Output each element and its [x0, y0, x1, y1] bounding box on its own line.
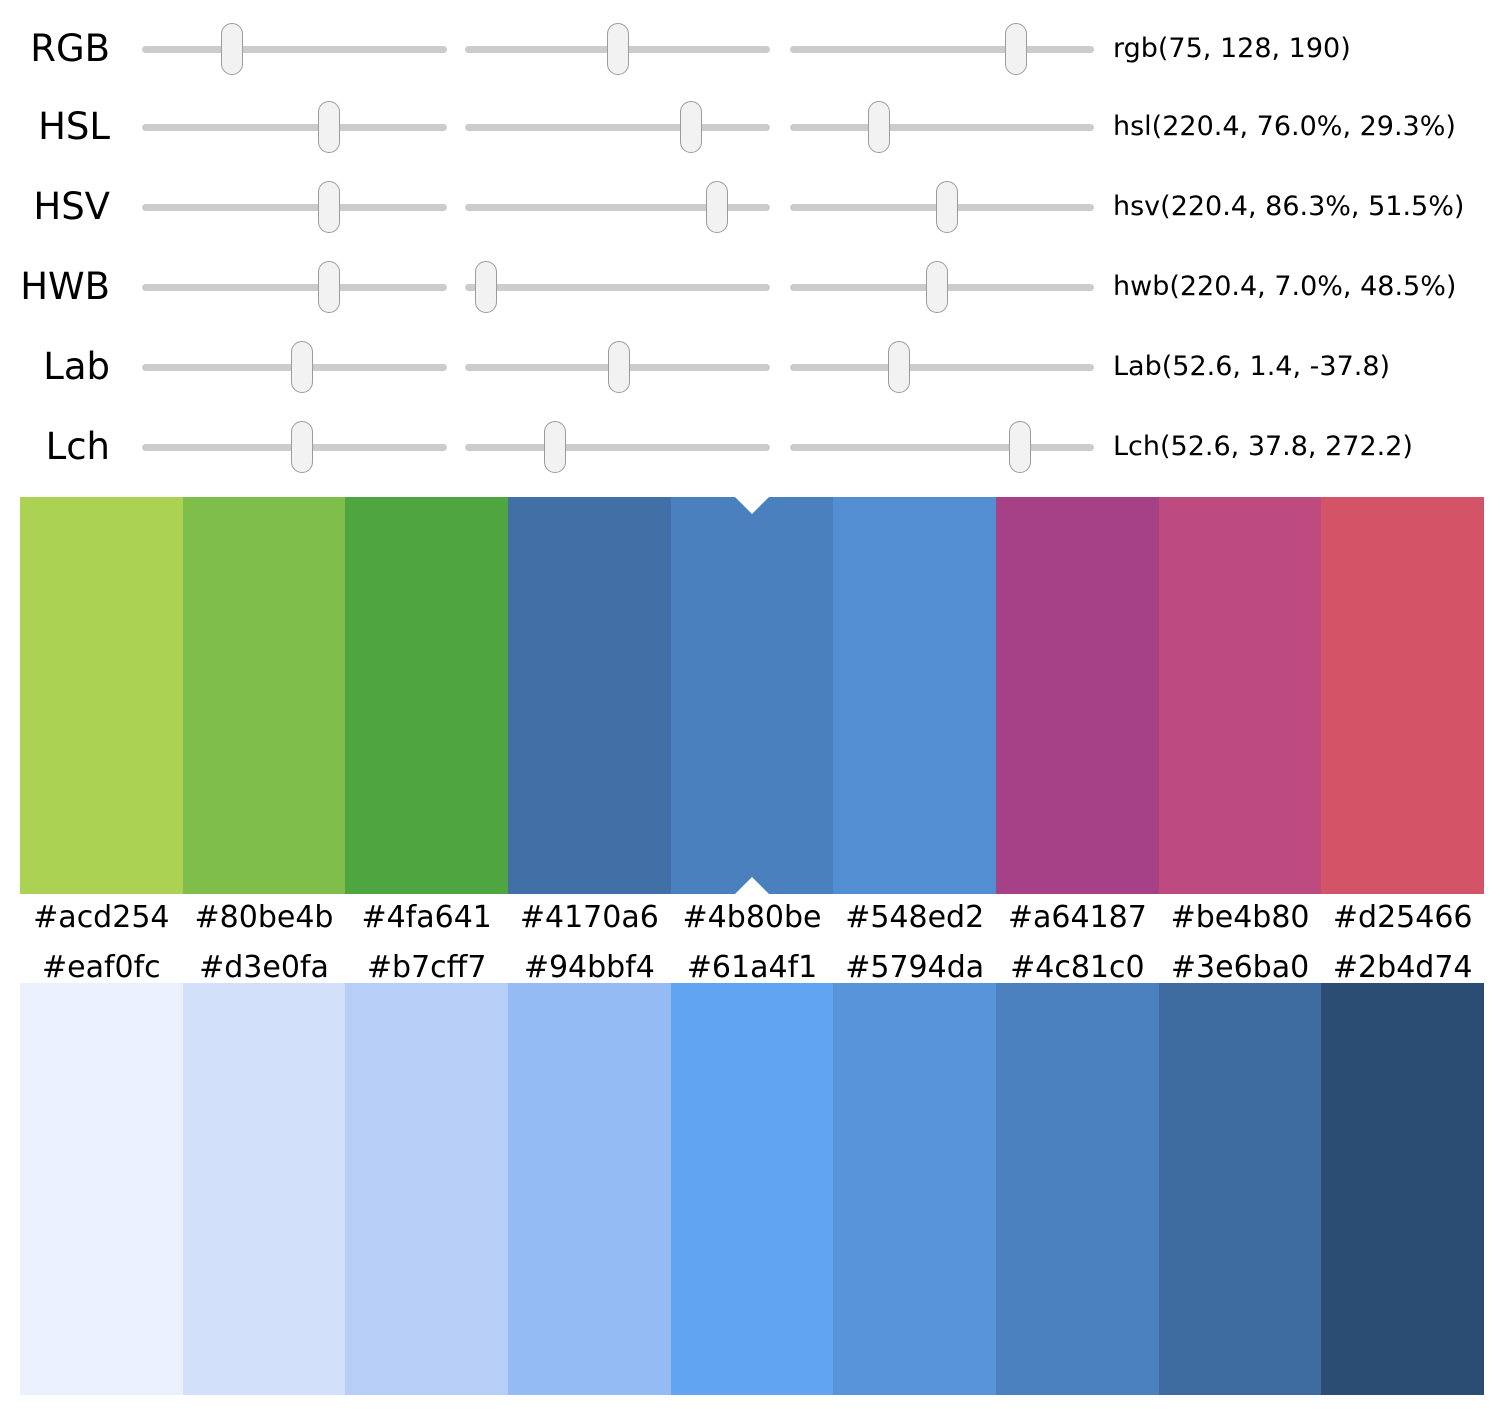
- slider-track-hsl-hue[interactable]: [142, 124, 447, 131]
- slider-track-lch-chroma[interactable]: [465, 444, 770, 451]
- slider-track-hsv-hue[interactable]: [142, 204, 447, 211]
- slider-handle-hwb-blackness[interactable]: [926, 261, 949, 313]
- hex-label: #4fa641: [361, 900, 492, 935]
- hex-labels-primary: #acd254 #80be4b #4fa641 #4170a6 #4b80be #548e…: [20, 900, 1484, 940]
- hex-labels-secondary: #eaf0fc #d3e0fa #b7cff7 #94bbf4 #61a4f1 #5794…: [20, 950, 1484, 990]
- hex-label: #5794da: [845, 950, 985, 985]
- slider-row-label-hsl: HSL: [38, 105, 110, 148]
- slider-track-hwb-whiteness[interactable]: [465, 284, 770, 291]
- slider-handle-hsl-saturation[interactable]: [679, 101, 702, 153]
- color-value-text-hsl: hsl(220.4, 76.0%, 29.3%): [1113, 111, 1456, 142]
- hex-label: #4170a6: [519, 900, 659, 935]
- slider-track-hsv-saturation[interactable]: [465, 204, 770, 211]
- slider-handle-hwb-whiteness[interactable]: [475, 261, 498, 313]
- slider-row-lab: Lab Lab(52.6, 1.4, -37.8): [0, 328, 1501, 406]
- slider-track-hwb-hue[interactable]: [142, 284, 447, 291]
- slider-track-hsl-saturation[interactable]: [465, 124, 770, 131]
- slider-handle-rgb-green[interactable]: [607, 23, 630, 75]
- color-value-text-hsv: hsv(220.4, 86.3%, 51.5%): [1113, 191, 1465, 222]
- slider-handle-lch-chroma[interactable]: [544, 421, 567, 473]
- hex-label: #b7cff7: [366, 950, 487, 985]
- slider-track-lab-b[interactable]: [790, 364, 1094, 371]
- slider-row-hsv: HSV hsv(220.4, 86.3%, 51.5%): [0, 168, 1501, 246]
- color-swatch[interactable]: [1158, 983, 1322, 1395]
- color-value-text-lab: Lab(52.6, 1.4, -37.8): [1113, 351, 1391, 382]
- slider-handle-hsl-lightness[interactable]: [868, 101, 891, 153]
- color-swatch[interactable]: [1321, 983, 1485, 1395]
- slider-handle-lab-b[interactable]: [888, 341, 911, 393]
- slider-row-rgb: RGB rgb(75, 128, 190): [0, 10, 1501, 88]
- color-swatch[interactable]: [508, 497, 671, 894]
- slider-row-lch: Lch Lch(52.6, 37.8, 272.2): [0, 408, 1501, 486]
- slider-row-label-lab: Lab: [43, 345, 110, 388]
- hex-label: #eaf0fc: [41, 950, 161, 985]
- slider-row-hsl: HSL hsl(220.4, 76.0%, 29.3%): [0, 88, 1501, 166]
- hex-label: #a64187: [1007, 900, 1147, 935]
- color-swatch[interactable]: [345, 497, 509, 894]
- color-swatch[interactable]: [182, 983, 346, 1395]
- hex-label: #2b4d74: [1332, 950, 1473, 985]
- color-value-text-rgb: rgb(75, 128, 190): [1113, 33, 1351, 64]
- slider-row-label-hsv: HSV: [33, 185, 110, 228]
- selected-swatch-marker-top-icon: [735, 497, 770, 514]
- slider-handle-hsl-hue[interactable]: [317, 101, 340, 153]
- hex-label: #80be4b: [194, 900, 334, 935]
- slider-handle-lch-lightness[interactable]: [291, 421, 314, 473]
- hex-label: #3e6ba0: [1170, 950, 1310, 985]
- slider-row-label-lch: Lch: [45, 425, 110, 468]
- palette-strip-secondary[interactable]: [20, 983, 1485, 1395]
- color-swatch[interactable]: [182, 497, 346, 894]
- slider-handle-hsv-hue[interactable]: [317, 181, 340, 233]
- slider-handle-lab-a[interactable]: [608, 341, 631, 393]
- color-value-text-lch: Lch(52.6, 37.8, 272.2): [1113, 431, 1413, 462]
- color-swatch[interactable]: [1321, 497, 1485, 894]
- hex-label: #61a4f1: [686, 950, 818, 985]
- slider-handle-hwb-hue[interactable]: [317, 261, 340, 313]
- color-swatch[interactable]: [996, 983, 1159, 1395]
- selected-swatch-marker-bottom-icon: [735, 877, 770, 894]
- hex-label: #be4b80: [1170, 900, 1310, 935]
- palette-strip-primary[interactable]: [20, 497, 1485, 894]
- slider-handle-lab-lightness[interactable]: [291, 341, 314, 393]
- hex-label: #94bbf4: [523, 950, 655, 985]
- hex-label: #acd254: [33, 900, 170, 935]
- hex-label: #d3e0fa: [199, 950, 329, 985]
- color-swatch[interactable]: [1158, 497, 1322, 894]
- slider-handle-hsv-saturation[interactable]: [705, 181, 728, 233]
- slider-track-hsl-lightness[interactable]: [790, 124, 1094, 131]
- slider-track-rgb-blue[interactable]: [790, 46, 1094, 53]
- slider-track-rgb-red[interactable]: [142, 46, 447, 53]
- color-swatch[interactable]: [345, 983, 509, 1395]
- color-model-sliders-panel: RGB rgb(75, 128, 190) HSL hsl(220.4, 76.0%,…: [0, 0, 1501, 490]
- slider-handle-rgb-blue[interactable]: [1005, 23, 1028, 75]
- hex-label: #548ed2: [845, 900, 985, 935]
- slider-handle-lch-hue[interactable]: [1008, 421, 1031, 473]
- hex-label: #4b80be: [682, 900, 822, 935]
- slider-track-lch-hue[interactable]: [790, 444, 1094, 451]
- hex-label: #4c81c0: [1010, 950, 1145, 985]
- slider-row-hwb: HWB hwb(220.4, 7.0%, 48.5%): [0, 248, 1501, 326]
- slider-handle-hsv-value[interactable]: [935, 181, 958, 233]
- slider-row-label-rgb: RGB: [30, 27, 110, 70]
- slider-handle-rgb-red[interactable]: [220, 23, 243, 75]
- color-swatch[interactable]: [833, 497, 997, 894]
- slider-row-label-hwb: HWB: [20, 265, 110, 308]
- hex-label: #d25466: [1332, 900, 1473, 935]
- color-swatch[interactable]: [833, 983, 997, 1395]
- color-swatch[interactable]: [996, 497, 1159, 894]
- color-swatch[interactable]: [508, 983, 671, 1395]
- color-swatch[interactable]: [20, 983, 183, 1395]
- color-swatch[interactable]: [670, 983, 834, 1395]
- color-swatch[interactable]: [20, 497, 183, 894]
- color-swatch[interactable]: [670, 497, 834, 894]
- color-value-text-hwb: hwb(220.4, 7.0%, 48.5%): [1113, 271, 1457, 302]
